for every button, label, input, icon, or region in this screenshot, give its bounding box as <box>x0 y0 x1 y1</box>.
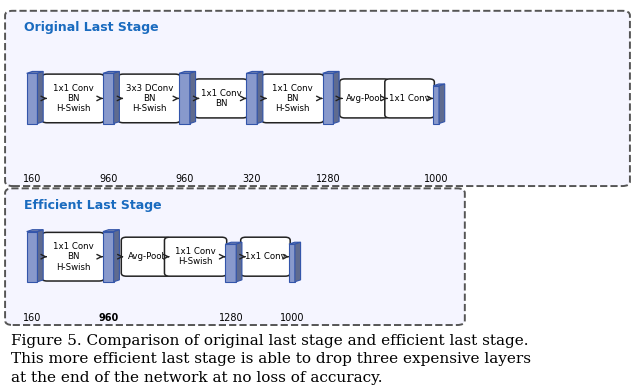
Text: 960: 960 <box>99 174 117 184</box>
Polygon shape <box>27 232 37 282</box>
Polygon shape <box>114 71 119 124</box>
Polygon shape <box>103 232 114 282</box>
Text: 960: 960 <box>98 313 118 323</box>
Polygon shape <box>433 86 439 124</box>
Polygon shape <box>333 71 339 124</box>
Text: Avg-Pool: Avg-Pool <box>346 94 383 103</box>
FancyBboxPatch shape <box>5 11 630 186</box>
Polygon shape <box>246 71 263 73</box>
Polygon shape <box>190 71 196 124</box>
Text: 1000: 1000 <box>424 174 448 184</box>
FancyBboxPatch shape <box>385 79 434 118</box>
FancyBboxPatch shape <box>42 232 104 281</box>
Polygon shape <box>114 230 119 282</box>
Polygon shape <box>103 73 114 124</box>
Text: 1280: 1280 <box>218 313 243 323</box>
FancyBboxPatch shape <box>118 74 180 123</box>
Polygon shape <box>27 73 37 124</box>
FancyBboxPatch shape <box>164 237 227 276</box>
Polygon shape <box>103 230 119 232</box>
Text: 160: 160 <box>23 313 41 323</box>
Text: 1000: 1000 <box>279 313 304 323</box>
Text: This more efficient last stage is able to drop three expensive layers: This more efficient last stage is able t… <box>11 352 531 366</box>
Polygon shape <box>246 73 257 124</box>
Text: Figure 5. Comparison of original last stage and efficient last stage.: Figure 5. Comparison of original last st… <box>11 334 529 348</box>
FancyBboxPatch shape <box>121 237 171 276</box>
Text: 1x1 Conv
BN
H-Swish: 1x1 Conv BN H-Swish <box>53 242 93 272</box>
Text: 1280: 1280 <box>316 174 340 184</box>
Text: 1x1 Conv
BN: 1x1 Conv BN <box>201 89 241 108</box>
Polygon shape <box>103 71 119 73</box>
Polygon shape <box>179 71 196 73</box>
Text: 3x3 DConv
BN
H-Swish: 3x3 DConv BN H-Swish <box>126 83 173 113</box>
Text: 1x1 Conv: 1x1 Conv <box>389 94 430 103</box>
Polygon shape <box>289 242 300 244</box>
Text: 320: 320 <box>243 174 261 184</box>
Text: 1x1 Conv
BN
H-Swish: 1x1 Conv BN H-Swish <box>272 83 313 113</box>
Polygon shape <box>37 230 43 282</box>
Polygon shape <box>236 242 242 282</box>
Text: 1x1 Conv
BN
H-Swish: 1x1 Conv BN H-Swish <box>53 83 93 113</box>
Polygon shape <box>27 71 43 73</box>
FancyBboxPatch shape <box>194 79 248 118</box>
Polygon shape <box>323 71 339 73</box>
Polygon shape <box>225 244 236 282</box>
Polygon shape <box>257 71 263 124</box>
Polygon shape <box>295 242 300 282</box>
FancyBboxPatch shape <box>5 188 465 325</box>
Text: Original Last Stage: Original Last Stage <box>24 21 159 34</box>
Text: Avg-Pool: Avg-Pool <box>128 252 164 261</box>
FancyBboxPatch shape <box>340 79 389 118</box>
Text: 1x1 Conv
H-Swish: 1x1 Conv H-Swish <box>175 247 216 266</box>
Polygon shape <box>289 244 295 282</box>
Polygon shape <box>179 73 190 124</box>
Polygon shape <box>439 84 444 124</box>
Text: 1x1 Conv: 1x1 Conv <box>245 252 286 261</box>
Text: Efficient Last Stage: Efficient Last Stage <box>24 199 162 212</box>
Polygon shape <box>225 242 242 244</box>
Text: at the end of the network at no loss of accuracy.: at the end of the network at no loss of … <box>11 371 383 385</box>
FancyBboxPatch shape <box>241 237 290 276</box>
FancyBboxPatch shape <box>262 74 324 123</box>
Polygon shape <box>433 84 444 86</box>
Polygon shape <box>37 71 43 124</box>
Polygon shape <box>323 73 333 124</box>
Text: 160: 160 <box>23 174 41 184</box>
Polygon shape <box>27 230 43 232</box>
FancyBboxPatch shape <box>42 74 104 123</box>
Text: 960: 960 <box>175 174 194 184</box>
